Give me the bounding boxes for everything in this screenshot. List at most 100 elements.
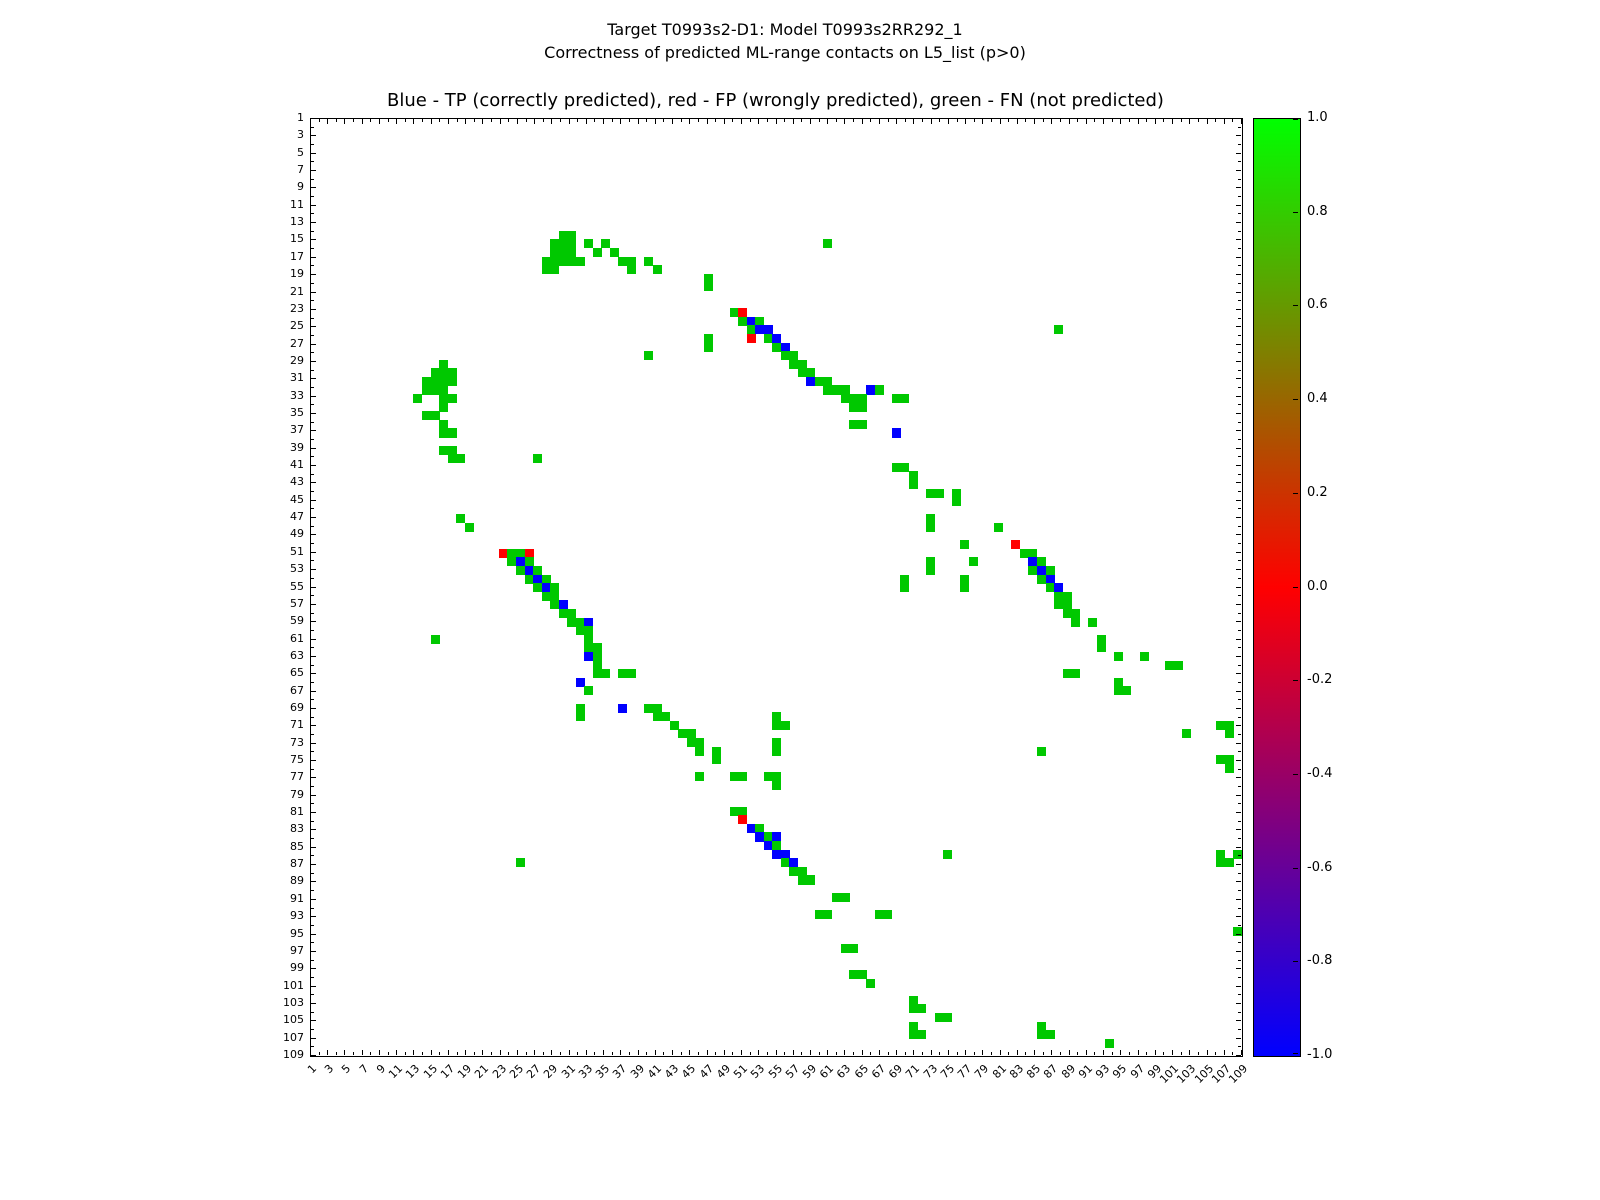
x-tick-mark <box>413 119 414 124</box>
y-tick-label: 43 <box>290 475 304 489</box>
y-tick-mark <box>311 396 316 397</box>
x-tick-mark <box>396 1050 397 1055</box>
y-tick-mark <box>1238 786 1241 787</box>
x-tick-mark <box>1172 1050 1173 1055</box>
contact-cell-fn <box>943 1013 953 1023</box>
y-tick-mark <box>311 890 314 891</box>
contact-cell-fn <box>1224 763 1234 773</box>
y-tick-mark <box>1236 847 1241 848</box>
y-tick-label: 105 <box>283 1013 304 1027</box>
x-tick-mark <box>655 1050 656 1055</box>
contact-cell-fp <box>738 815 748 825</box>
y-tick-mark <box>311 578 314 579</box>
contact-cell-fp <box>498 548 508 558</box>
contact-cell-fn <box>1113 677 1123 687</box>
y-tick-mark <box>1238 699 1241 700</box>
contact-cell-tp <box>763 841 773 851</box>
x-tick-mark <box>862 119 863 124</box>
x-tick-mark <box>1215 1052 1216 1055</box>
y-tick-mark <box>1238 960 1241 961</box>
x-tick-mark <box>767 1052 768 1055</box>
y-tick-mark <box>1238 855 1241 856</box>
contact-cell-fn <box>908 471 918 481</box>
y-tick-mark <box>311 734 314 735</box>
x-tick-mark <box>991 119 992 122</box>
colorbar-tick-mark <box>1293 399 1298 401</box>
y-tick-mark <box>311 587 316 588</box>
x-tick-mark <box>715 119 716 122</box>
y-tick-mark <box>1236 986 1241 987</box>
x-tick-mark <box>681 1052 682 1055</box>
y-tick-mark <box>311 795 316 796</box>
y-tick-mark <box>1238 1029 1241 1030</box>
contact-cell-fn <box>1224 720 1234 730</box>
x-tick-mark <box>931 1050 932 1055</box>
x-tick-mark <box>853 119 854 122</box>
contact-cell-fn <box>780 720 790 730</box>
x-tick-mark <box>1241 119 1242 124</box>
contact-cell-fn <box>439 376 449 386</box>
y-tick-label: 99 <box>290 961 304 975</box>
contact-cell-fn <box>550 600 560 610</box>
contact-cell-tp <box>891 428 901 438</box>
y-tick-mark <box>311 595 314 596</box>
contact-cell-fn <box>439 402 449 412</box>
contact-cell-fn <box>738 316 748 326</box>
contact-cell-fn <box>1216 755 1226 765</box>
y-tick-mark <box>311 239 316 240</box>
contact-cell-fn <box>1165 660 1175 670</box>
y-tick-mark <box>311 370 314 371</box>
x-tick-mark <box>1189 1050 1190 1055</box>
y-tick-label: 97 <box>290 943 304 957</box>
y-tick-label: 15 <box>290 232 304 246</box>
x-tick-mark <box>310 119 311 124</box>
contact-cell-fn <box>1113 686 1123 696</box>
y-tick-mark <box>1238 925 1241 926</box>
y-tick-mark <box>1236 708 1241 709</box>
y-tick-mark <box>1238 318 1241 319</box>
x-tick-mark <box>1163 119 1164 122</box>
y-tick-mark <box>311 422 314 423</box>
contact-cell-fn <box>1037 557 1046 567</box>
contact-cell-fn <box>644 351 654 361</box>
y-tick-mark <box>1238 560 1241 561</box>
colorbar-tick-label: -0.4 <box>1307 765 1333 781</box>
x-tick-mark <box>888 119 889 122</box>
contact-cell-fn <box>1096 643 1106 653</box>
contact-cell-fn <box>1105 1038 1115 1048</box>
x-tick-mark <box>1094 119 1095 122</box>
x-tick-mark <box>1146 1052 1147 1055</box>
x-tick-mark <box>663 119 664 122</box>
contact-cell-tp <box>584 651 594 662</box>
colorbar-tick-mark <box>1293 119 1298 120</box>
contact-cell-fn <box>849 402 859 412</box>
y-tick-mark <box>311 1012 314 1013</box>
x-tick-mark <box>896 119 897 124</box>
x-tick-mark <box>793 119 794 124</box>
contact-cell-fn <box>439 428 449 438</box>
contact-cell-tp <box>1054 583 1064 593</box>
contact-cell-fn <box>601 239 611 249</box>
y-tick-mark <box>311 864 316 865</box>
contact-cell-fn <box>430 385 440 395</box>
x-tick-mark <box>905 1052 906 1055</box>
x-tick-mark <box>638 119 639 124</box>
y-tick-label: 29 <box>290 353 304 367</box>
x-tick-mark <box>707 119 708 124</box>
x-tick-mark <box>526 119 527 122</box>
colorbar-tick-label: -1.0 <box>1307 1047 1333 1062</box>
y-tick-label: 33 <box>290 388 304 402</box>
y-tick-label: 93 <box>290 909 304 923</box>
contact-cell-fn <box>763 832 773 842</box>
x-tick-mark <box>353 119 354 122</box>
x-tick-mark <box>388 119 389 122</box>
x-tick-mark <box>1043 119 1044 122</box>
y-tick-mark <box>1236 777 1241 778</box>
y-tick-mark <box>311 743 316 744</box>
colorbar-tick-mark <box>1293 492 1298 494</box>
x-tick-mark <box>991 1052 992 1055</box>
y-tick-mark <box>1238 838 1241 839</box>
y-tick-mark <box>311 534 316 535</box>
y-tick-mark <box>1236 569 1241 570</box>
y-tick-mark <box>311 934 316 935</box>
